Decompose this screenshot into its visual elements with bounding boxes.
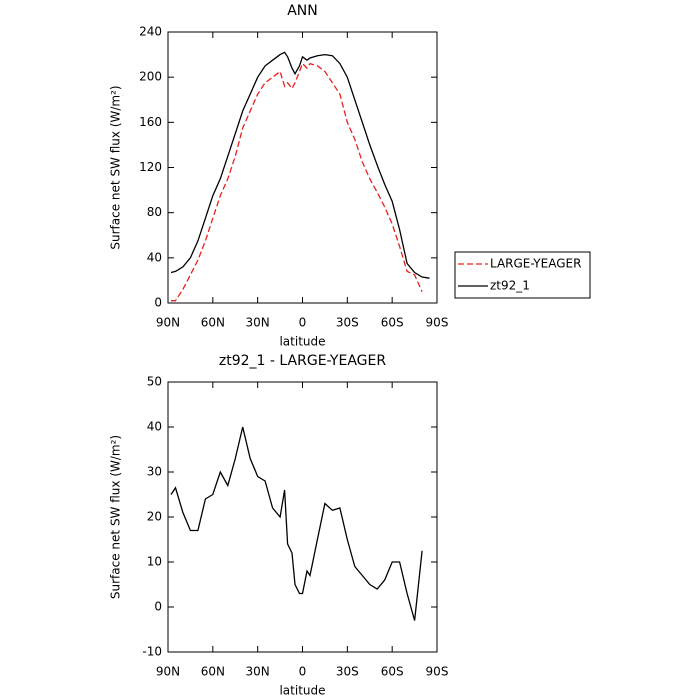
- legend-label: zt92_1: [490, 279, 530, 293]
- y-tick-label: 80: [147, 205, 162, 219]
- data-line: [170, 51, 430, 279]
- y-tick-label: 120: [139, 160, 162, 174]
- plot-frame: [167, 31, 438, 304]
- x-axis-label: latitude: [279, 684, 325, 698]
- x-tick-label: 30N: [246, 316, 270, 330]
- x-axis-label: latitude: [279, 335, 325, 349]
- x-tick-label: 60S: [381, 316, 404, 330]
- x-tick-label: 30N: [246, 665, 270, 679]
- x-tick-label: 60N: [201, 316, 225, 330]
- x-tick-label: 0: [299, 665, 307, 679]
- chart-title: zt92_1 - LARGE-YEAGER: [219, 353, 386, 369]
- y-tick-label: 40: [147, 420, 162, 434]
- legend-box: [454, 251, 591, 299]
- y-tick-label: 240: [139, 25, 162, 39]
- y-tick-label: 200: [139, 70, 162, 84]
- x-tick-label: 90S: [426, 665, 449, 679]
- legend-label: LARGE-YEAGER: [490, 257, 581, 271]
- y-tick-label: 40: [147, 250, 162, 264]
- y-tick-label: 50: [147, 375, 162, 389]
- chart-title: ANN: [287, 3, 318, 19]
- x-tick-label: 90S: [426, 316, 449, 330]
- y-tick-label: 30: [147, 465, 162, 479]
- y-tick-label: 0: [154, 296, 162, 310]
- plot-frame: [167, 381, 438, 653]
- y-axis-label: Surface net SW flux (W/m²): [109, 435, 123, 599]
- y-tick-label: 10: [147, 555, 162, 569]
- x-tick-label: 60N: [201, 665, 225, 679]
- x-tick-label: 60S: [381, 665, 404, 679]
- y-tick-label: -10: [142, 645, 162, 659]
- x-tick-label: 0: [299, 316, 307, 330]
- y-axis-label: Surface net SW flux (W/m²): [109, 85, 123, 249]
- x-tick-label: 90N: [156, 665, 180, 679]
- data-line: [171, 62, 423, 302]
- y-tick-label: 160: [139, 115, 162, 129]
- data-line: [170, 426, 423, 621]
- y-tick-label: 0: [154, 600, 162, 614]
- x-tick-label: 30S: [336, 665, 359, 679]
- x-tick-label: 30S: [336, 316, 359, 330]
- x-tick-label: 90N: [156, 316, 180, 330]
- y-tick-label: 20: [147, 510, 162, 524]
